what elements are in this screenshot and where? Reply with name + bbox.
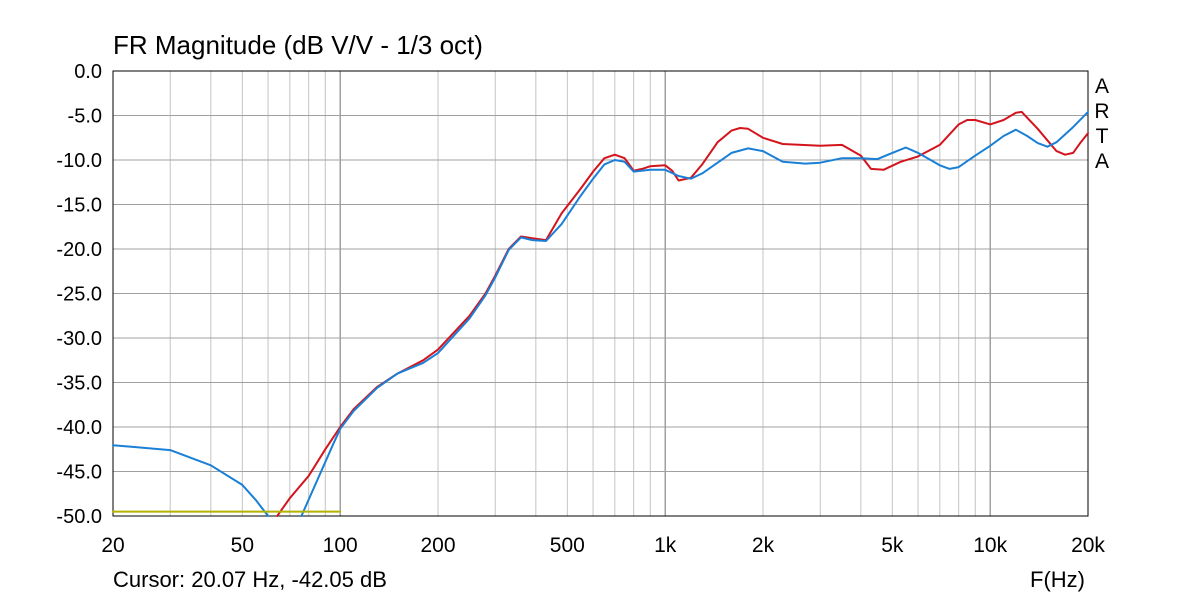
y-tick-label: -45.0 bbox=[56, 462, 102, 484]
watermark-letter: R bbox=[1094, 100, 1110, 123]
y-tick-label: -35.0 bbox=[56, 373, 102, 395]
grid-lines bbox=[112, 70, 1089, 517]
series-layer bbox=[112, 110, 1089, 517]
y-tick-label: -20.0 bbox=[56, 239, 102, 261]
y-axis-tick-labels: 0.0 -5.0 -10.0 -15.0 -20.0 -25.0 -30.0 -35.0 -40… bbox=[56, 61, 102, 528]
series-line-2 bbox=[112, 444, 270, 517]
y-tick-label: -5.0 bbox=[68, 106, 102, 128]
x-tick-label: 20 bbox=[101, 534, 124, 557]
cursor-readout: Cursor: 20.07 Hz, -42.05 dB bbox=[113, 567, 387, 592]
x-tick-label: 10k bbox=[973, 534, 1007, 557]
watermark-letter: A bbox=[1094, 150, 1109, 173]
chart-title: FR Magnitude (dB V/V - 1/3 oct) bbox=[113, 30, 483, 60]
y-tick-label: -10.0 bbox=[56, 150, 102, 172]
x-axis-tick-labels: 20 50 100 200 500 1k 2k 5k 10k 20k bbox=[101, 534, 1105, 557]
x-tick-label: 500 bbox=[550, 534, 585, 557]
x-tick-label: 1k bbox=[654, 534, 677, 557]
watermark-letter: T bbox=[1095, 125, 1109, 148]
x-axis-unit-label: F(Hz) bbox=[1030, 567, 1085, 592]
x-tick-label: 50 bbox=[231, 534, 254, 557]
x-tick-label: 20k bbox=[1071, 534, 1105, 557]
y-tick-label: 0.0 bbox=[74, 61, 102, 83]
watermark-letter: A bbox=[1094, 75, 1109, 98]
y-tick-label: -15.0 bbox=[56, 195, 102, 217]
y-tick-label: -50.0 bbox=[56, 506, 102, 528]
y-tick-label: -30.0 bbox=[56, 328, 102, 350]
y-tick-label: -25.0 bbox=[56, 284, 102, 306]
y-tick-label: -40.0 bbox=[56, 417, 102, 439]
arta-watermark: A R T A bbox=[1092, 74, 1112, 174]
x-tick-label: 200 bbox=[420, 534, 455, 557]
series-line-1 bbox=[276, 110, 1089, 517]
x-tick-label: 2k bbox=[752, 534, 775, 557]
series-line-3 bbox=[300, 110, 1089, 517]
plot-frame bbox=[112, 70, 1089, 517]
x-tick-label: 100 bbox=[323, 534, 358, 557]
x-tick-label: 5k bbox=[881, 534, 904, 557]
